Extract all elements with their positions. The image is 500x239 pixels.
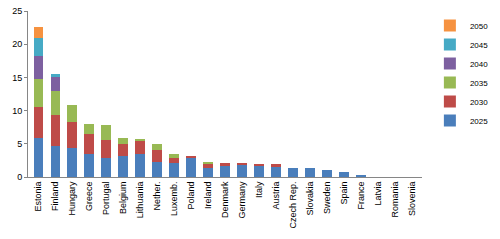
svg-text:Poland: Poland [186,182,196,210]
svg-text:0: 0 [17,172,22,182]
svg-text:Spain: Spain [339,182,349,205]
svg-text:2040: 2040 [470,60,488,69]
svg-text:2045: 2045 [470,41,488,50]
svg-text:15: 15 [12,73,22,83]
svg-text:Sweden: Sweden [322,182,332,215]
svg-text:5: 5 [17,139,22,149]
svg-text:Germany: Germany [237,181,247,219]
svg-text:Lithuania: Lithuania [135,182,145,219]
svg-text:Denmark: Denmark [220,181,230,218]
svg-text:France: France [356,182,366,210]
svg-text:10: 10 [12,106,22,116]
svg-text:Ireland: Ireland [203,182,213,210]
svg-text:Slovakia: Slovakia [305,182,315,216]
svg-text:20: 20 [12,39,22,49]
svg-text:Latvia: Latvia [373,182,383,206]
svg-text:Czech Rep.: Czech Rep. [288,182,298,229]
svg-text:2035: 2035 [470,79,488,88]
svg-text:2050: 2050 [470,22,488,31]
svg-text:Finland: Finland [50,182,60,212]
svg-text:Austria: Austria [271,182,281,210]
svg-text:Luxemb.: Luxemb. [169,182,179,217]
svg-text:Italy: Italy [254,181,264,198]
svg-text:Portugal: Portugal [101,182,111,216]
svg-text:Hungary: Hungary [67,181,77,216]
svg-text:Slovenia: Slovenia [407,182,417,217]
svg-text:2030: 2030 [470,98,488,107]
svg-text:Belgium: Belgium [118,182,128,215]
svg-text:Greece: Greece [84,182,94,212]
svg-text:Nether.: Nether. [152,182,162,211]
svg-text:2025: 2025 [470,117,488,126]
svg-text:Romania: Romania [390,182,400,218]
svg-text:Estonia: Estonia [33,182,43,212]
svg-text:25: 25 [12,6,22,16]
